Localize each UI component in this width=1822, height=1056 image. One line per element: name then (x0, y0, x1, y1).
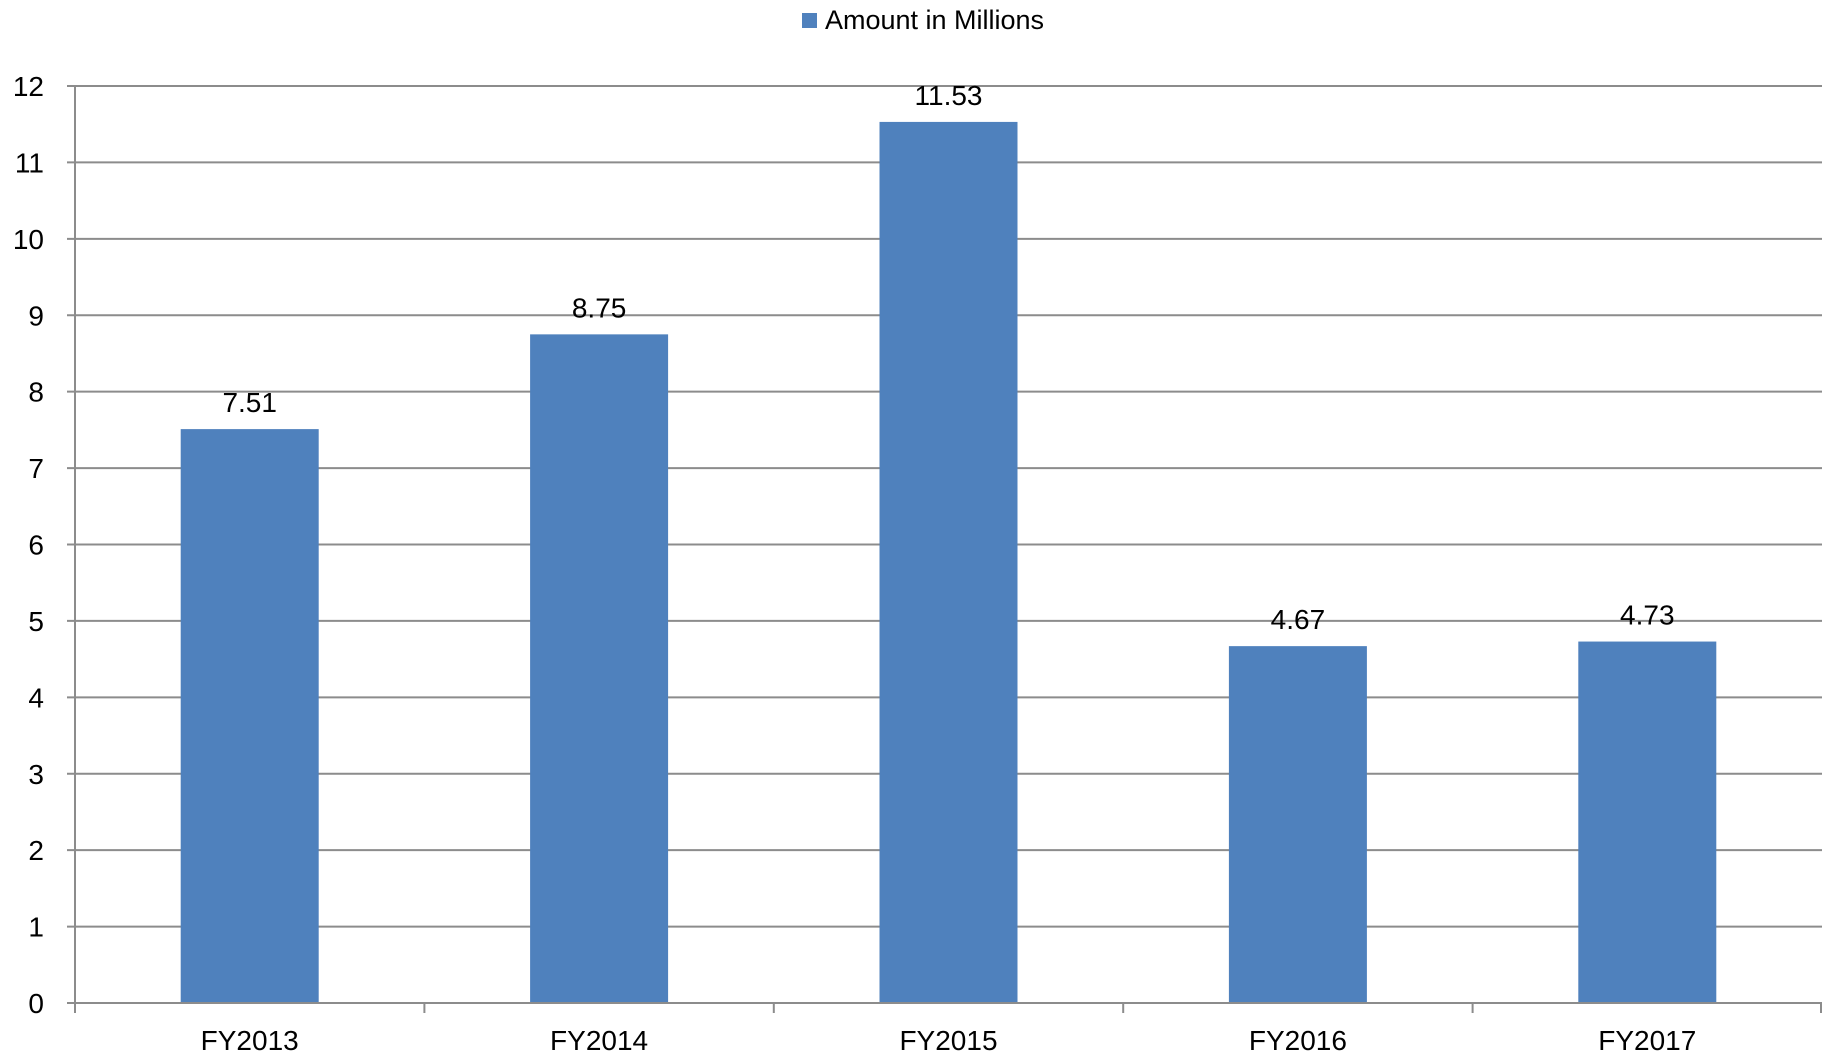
bar (530, 334, 669, 1004)
data-label: 11.53 (915, 80, 983, 111)
y-tick-label: 5 (28, 606, 44, 637)
y-tick-label: 8 (28, 377, 44, 408)
bar (180, 429, 319, 1003)
y-tick-label: 10 (13, 224, 44, 255)
labels: 01234567891011127.51FY20138.75FY201411.5… (13, 71, 1696, 1056)
legend-label: Amount in Millions (824, 5, 1045, 35)
y-tick-label: 3 (28, 759, 44, 790)
x-category-label: FY2016 (1249, 1025, 1347, 1056)
y-tick-label: 2 (28, 835, 44, 866)
y-tick-label: 4 (28, 682, 44, 713)
y-tick-label: 12 (13, 71, 44, 102)
chart-legend: Amount in Millions (0, 5, 1822, 36)
x-category-label: FY2014 (550, 1025, 648, 1056)
bar (879, 121, 1018, 1003)
y-tick-label: 11 (15, 147, 44, 178)
x-category-label: FY2017 (1598, 1025, 1696, 1056)
x-category-label: FY2015 (899, 1025, 997, 1056)
bar (1578, 641, 1717, 1003)
data-label: 7.51 (222, 387, 277, 418)
axes (74, 86, 1822, 1013)
y-tick-label: 0 (28, 988, 44, 1019)
x-category-label: FY2013 (201, 1025, 299, 1056)
data-label: 4.73 (1620, 600, 1675, 631)
data-label: 8.75 (572, 292, 627, 323)
y-tick-label: 7 (28, 453, 44, 484)
y-tick-label: 9 (28, 300, 44, 331)
bar (1228, 646, 1367, 1003)
legend-swatch (801, 13, 817, 28)
y-tick-label: 6 (28, 530, 44, 561)
y-tick-label: 1 (28, 912, 44, 943)
bars (180, 121, 1717, 1004)
data-label: 4.67 (1271, 604, 1326, 635)
